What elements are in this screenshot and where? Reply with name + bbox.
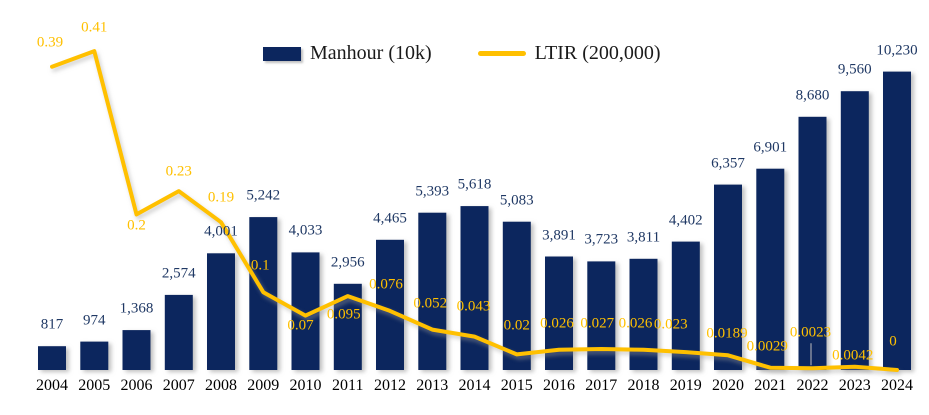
x-axis-tick-label-2023: 2023 <box>838 376 871 394</box>
bar-value-label-2011: 2,956 <box>330 254 365 271</box>
bar-2022 <box>798 116 827 370</box>
bar-2016 <box>545 256 573 370</box>
x-axis-tick-label-2013: 2013 <box>416 376 449 394</box>
bar-value-label-2007: 2,574 <box>161 265 196 282</box>
ltir-value-label-2009: 0.1 <box>250 257 270 274</box>
bar-2005 <box>80 341 109 370</box>
x-axis-tick-label-2007: 2007 <box>162 376 195 394</box>
ltir-value-label-2022: 0.0023 <box>789 324 832 341</box>
bar-2012 <box>376 239 404 370</box>
bar-2017 <box>587 261 616 370</box>
bar-value-label-2021: 6,901 <box>753 139 788 156</box>
bar-value-label-2005: 974 <box>83 312 106 329</box>
ltir-value-label-2017: 0.027 <box>580 315 615 332</box>
bar-2023 <box>840 91 869 370</box>
bar-2019 <box>671 241 700 370</box>
bar-value-label-2015: 5,083 <box>499 192 534 209</box>
bar-value-label-2006: 1,368 <box>119 300 154 317</box>
bar-value-label-2022: 8,680 <box>795 87 830 104</box>
x-axis-tick-label-2010: 2010 <box>289 376 322 394</box>
ltir-value-label-2012: 0.076 <box>369 276 403 293</box>
x-axis-tick-label-2019: 2019 <box>669 376 702 394</box>
bar-2024 <box>883 71 911 370</box>
x-axis-tick-label-2018: 2018 <box>627 376 660 394</box>
bar-2007 <box>164 294 193 370</box>
x-axis-tick-label-2014: 2014 <box>458 376 491 394</box>
ltir-value-label-2008: 0.19 <box>207 189 235 206</box>
ltir-value-label-2018: 0.026 <box>618 315 653 332</box>
x-axis-tick-label-2016: 2016 <box>543 376 575 394</box>
bar-value-label-2010: 4,033 <box>288 222 323 239</box>
x-axis-tick-label-2004: 2004 <box>36 376 68 394</box>
bar-value-label-2008: 4,001 <box>204 223 238 240</box>
x-axis-tick-label-2011: 2011 <box>332 376 364 394</box>
bar-2015 <box>502 221 531 370</box>
ltir-value-label-2007: 0.23 <box>165 163 192 180</box>
ltir-value-label-2024: 0 <box>889 333 897 350</box>
manhour-legend-label: Manhour (10k) <box>310 42 432 64</box>
ltir-value-label-2020: 0.0189 <box>706 325 748 342</box>
ltir-value-label-2006: 0.2 <box>127 217 146 234</box>
x-axis-tick-label-2012: 2012 <box>374 376 406 394</box>
bar-2006 <box>122 330 151 370</box>
ltir-value-label-2010: 0.07 <box>287 317 314 334</box>
bar-value-label-2018: 3,811 <box>626 229 661 246</box>
ltir-value-label-2019: 0.023 <box>653 316 688 333</box>
legend-item-ltir: LTIR (200,000) <box>477 42 661 65</box>
ltir-value-label-2013: 0.052 <box>413 295 448 312</box>
ltir-legend-label: LTIR (200,000) <box>534 42 661 64</box>
bar-value-label-2016: 3,891 <box>542 227 576 243</box>
ltir-value-label-2011: 0.095 <box>326 306 361 323</box>
bar-value-label-2013: 5,393 <box>415 183 450 200</box>
ltir-value-label-2004: 0.39 <box>36 34 64 51</box>
ltir-value-label-2014: 0.043 <box>456 298 491 315</box>
x-axis-tick-label-2008: 2008 <box>205 376 237 394</box>
bar-value-label-2014: 5,618 <box>457 176 492 193</box>
bar-2021 <box>756 168 785 370</box>
ltir-legend-swatch-icon <box>477 51 526 56</box>
x-axis-tick-label-2015: 2015 <box>500 376 533 394</box>
ltir-value-label-2023: 0.0042 <box>832 347 874 364</box>
bar-2014 <box>460 206 489 370</box>
bar-value-label-2012: 4,465 <box>373 210 407 227</box>
ltir-line <box>50 49 899 372</box>
bar-value-label-2024: 10,230 <box>876 42 918 59</box>
bar-2013 <box>418 212 447 370</box>
x-axis-tick-label-2009: 2009 <box>247 376 280 394</box>
x-axis-tick-label-2021: 2021 <box>754 376 787 394</box>
x-axis-tick-label-2017: 2017 <box>585 376 618 394</box>
ltir-value-label-2015: 0.02 <box>503 317 530 334</box>
bar-value-label-2017: 3,723 <box>584 231 619 248</box>
bar-value-label-2004: 817 <box>40 316 64 333</box>
bar-value-label-2023: 9,560 <box>837 61 872 78</box>
legend-item-manhour: Manhour (10k) <box>263 42 432 65</box>
chart-legend: Manhour (10k) LTIR (200,000) <box>263 42 661 65</box>
bar-2020 <box>714 184 742 370</box>
x-axis-tick-label-2020: 2020 <box>712 376 744 394</box>
bar-value-label-2020: 6,357 <box>711 155 745 172</box>
bar-value-label-2009: 5,242 <box>246 187 281 204</box>
ltir-value-label-2005: 0.41 <box>81 19 108 36</box>
x-axis-tick-label-2022: 2022 <box>796 376 829 394</box>
bar-2004 <box>38 346 66 370</box>
ltir-value-label-2021: 0.0029 <box>746 338 788 355</box>
x-axis-tick-label-2006: 2006 <box>120 376 153 394</box>
x-axis-tick-label-2005: 2005 <box>78 376 111 394</box>
bar-value-label-2019: 4,402 <box>668 212 703 229</box>
x-axis-tick-label-2024: 2024 <box>881 376 913 394</box>
ltir-value-label-2016: 0.026 <box>540 315 574 332</box>
manhour-legend-swatch-icon <box>263 46 301 61</box>
bar-2008 <box>207 253 235 370</box>
